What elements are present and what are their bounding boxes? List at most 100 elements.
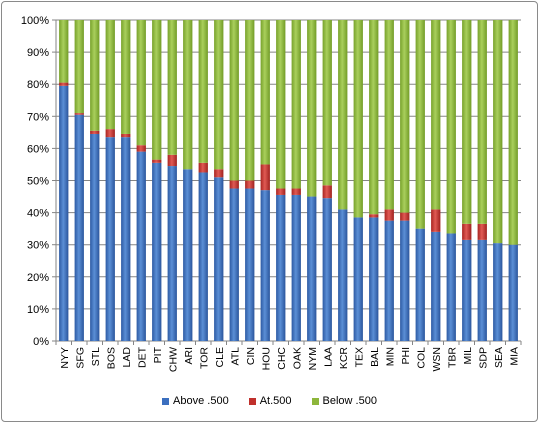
- y-tick-label: 100%: [21, 15, 49, 27]
- bar-below-500-wsn: [431, 20, 441, 210]
- x-tick-label: MIN: [384, 347, 396, 366]
- x-tick-label: ARI: [183, 347, 195, 365]
- bar-below-500-tor: [198, 20, 208, 163]
- x-tick-label: HOU: [260, 347, 272, 370]
- legend: Above .500 At.500 Below .500: [0, 395, 539, 407]
- x-tick-label: NYM: [307, 347, 319, 370]
- bar-below-500-tex: [353, 20, 363, 218]
- x-tick-label: TBR: [446, 347, 458, 368]
- bar-below-500-nyy: [59, 20, 69, 83]
- y-tick-label: 90%: [27, 47, 49, 59]
- bar-below-500-kcr: [338, 20, 348, 210]
- x-tick-label: MIA: [508, 347, 520, 366]
- bar-above-500-mil: [462, 239, 472, 341]
- bar-below-500-laa: [322, 20, 332, 186]
- x-tick-label: PHI: [400, 347, 412, 365]
- bar-below-500-phi: [400, 20, 410, 213]
- bar-at-500-bos: [105, 129, 115, 138]
- bar-above-500-nyy: [59, 85, 69, 342]
- legend-swatch-below: [311, 397, 319, 405]
- bar-at-500-det: [136, 145, 146, 152]
- bar-below-500-mil: [462, 20, 472, 224]
- legend-label-above: Above .500: [173, 395, 229, 407]
- bar-above-500-tex: [353, 217, 363, 341]
- x-tick-label: COL: [415, 347, 427, 369]
- bar-above-500-col: [415, 228, 425, 341]
- legend-entry-at: At.500: [248, 395, 292, 407]
- x-axis-ticks: NYY SFG STL BOS LAD DET PIT CHW ARI TOR CLE ATL CIN H…: [59, 346, 521, 372]
- bar-at-500-chc: [276, 188, 286, 195]
- gridlines: [52, 19, 522, 345]
- x-tick-label: PIT: [152, 346, 164, 363]
- x-tick-label: SDP: [477, 347, 489, 369]
- bar-above-500-stl: [90, 133, 100, 341]
- bar-below-500-sdp: [477, 20, 487, 224]
- x-tick-label: KCR: [338, 347, 350, 370]
- bar-below-500-bos: [105, 20, 115, 130]
- x-tick-label: BOS: [105, 347, 117, 369]
- bar-above-500-hou: [260, 190, 270, 341]
- x-tick-label: MIL: [462, 347, 474, 365]
- bar-at-500-cle: [214, 169, 224, 178]
- x-tick-label: TEX: [353, 347, 365, 367]
- y-tick-label: 10%: [27, 304, 49, 316]
- x-tick-label: ATL: [229, 347, 241, 366]
- bar-above-500-nym: [307, 196, 317, 341]
- bar-below-500-hou: [260, 20, 270, 165]
- x-tick-label: WSN: [431, 347, 443, 372]
- bar-below-500-sfg: [74, 20, 84, 114]
- bar-above-500-tor: [198, 172, 208, 341]
- bar-below-500-chc: [276, 20, 286, 189]
- y-tick-label: 20%: [27, 272, 49, 284]
- legend-swatch-at: [248, 397, 256, 405]
- x-tick-label: CLE: [214, 347, 226, 367]
- bar-below-500-col: [415, 20, 425, 229]
- bar-at-500-tor: [198, 162, 208, 173]
- bar-above-500-atl: [229, 188, 239, 341]
- bar-below-500-nym: [307, 20, 317, 197]
- bar-above-500-mia: [508, 244, 518, 341]
- bar-at-500-wsn: [431, 209, 441, 232]
- y-axis-ticks: 0% 10% 20% 30% 40% 50% 60% 70% 80% 90% 100%: [21, 15, 49, 348]
- bar-at-500-sdp: [477, 223, 487, 240]
- bar-at-500-mil: [462, 223, 472, 240]
- x-tick-label: SEA: [493, 347, 505, 368]
- bar-below-500-ari: [183, 20, 193, 170]
- bar-at-500-nyy: [59, 82, 69, 86]
- bar-above-500-laa: [322, 198, 332, 341]
- bar-above-500-sdp: [477, 239, 487, 341]
- bar-below-500-pit: [152, 20, 162, 160]
- bar-below-500-tbr: [446, 20, 456, 234]
- bar-at-500-atl: [229, 180, 239, 189]
- bar-below-500-cin: [245, 20, 255, 181]
- bar-below-500-det: [136, 20, 146, 146]
- bar-below-500-min: [384, 20, 394, 210]
- bar-at-500-pit: [152, 159, 162, 163]
- bar-above-500-wsn: [431, 231, 441, 341]
- bar-at-500-cin: [245, 180, 255, 189]
- y-tick-label: 60%: [27, 143, 49, 155]
- bar-above-500-pit: [152, 162, 162, 341]
- bar-above-500-chw: [167, 166, 177, 341]
- x-tick-label: STL: [90, 347, 102, 366]
- x-tick-label: CHW: [167, 347, 179, 372]
- bar-below-500-chw: [167, 20, 177, 155]
- x-tick-label: CIN: [245, 347, 257, 365]
- y-tick-label: 80%: [27, 79, 49, 91]
- bar-above-500-bal: [369, 217, 379, 341]
- bar-at-500-laa: [322, 185, 332, 199]
- bar-at-500-bal: [369, 214, 379, 218]
- legend-swatch-above: [162, 397, 170, 405]
- bar-above-500-sea: [493, 243, 503, 341]
- x-tick-label: LAA: [322, 347, 334, 367]
- bar-at-500-sfg: [74, 113, 84, 115]
- legend-label-below: Below .500: [322, 395, 377, 407]
- bar-above-500-oak: [291, 194, 301, 341]
- y-tick-label: 0%: [33, 336, 49, 348]
- bar-above-500-min: [384, 220, 394, 341]
- x-tick-label: DET: [136, 346, 148, 368]
- bar-at-500-lad: [121, 133, 131, 138]
- bar-above-500-tbr: [446, 233, 456, 341]
- bar-above-500-phi: [400, 220, 410, 341]
- y-tick-label: 50%: [27, 176, 49, 188]
